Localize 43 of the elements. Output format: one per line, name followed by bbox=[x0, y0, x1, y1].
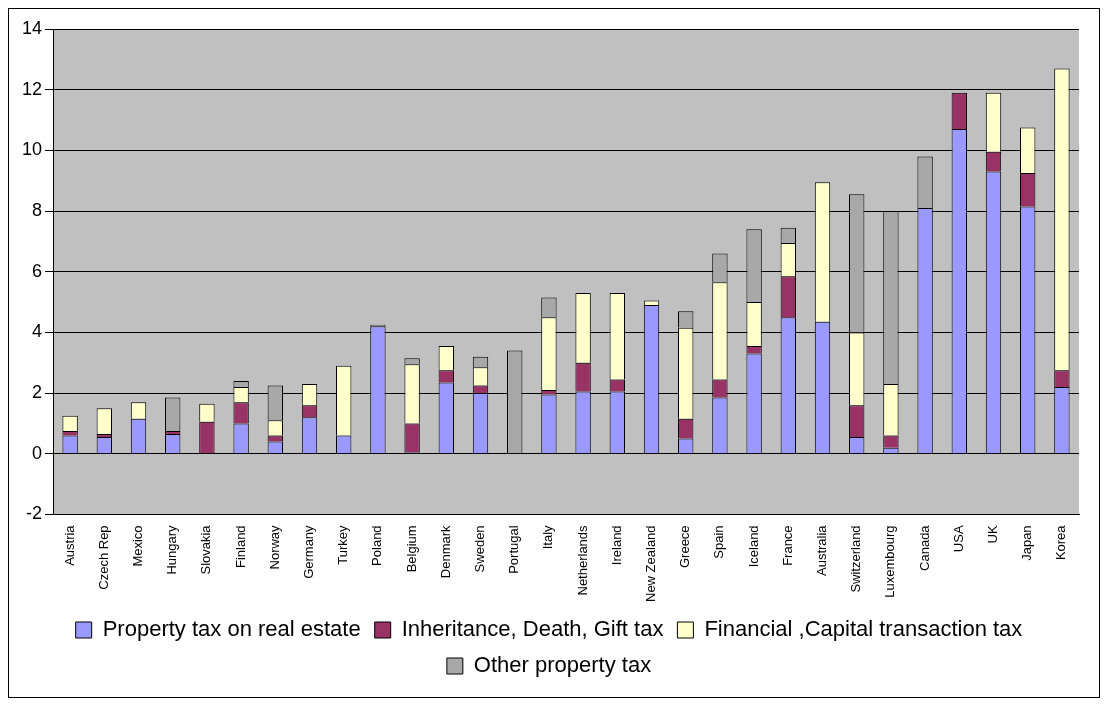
y-tick-label: 6 bbox=[32, 260, 43, 281]
x-tick-label: Hungary bbox=[164, 524, 180, 575]
y-tick-label: 0 bbox=[32, 442, 43, 463]
x-tick-label: Portugal bbox=[506, 525, 522, 574]
x-tick-label: Germany bbox=[301, 524, 317, 579]
x-tick-label: Finland bbox=[232, 525, 248, 569]
x-tick-label: Luxembourg bbox=[882, 525, 898, 598]
x-tick-label: Korea bbox=[1053, 524, 1069, 561]
y-tick-label: 8 bbox=[32, 199, 43, 220]
x-tick-label: UK bbox=[985, 525, 1001, 544]
x-tick-label: New Zealand bbox=[643, 525, 659, 603]
x-tick-label: Austria bbox=[61, 524, 77, 566]
x-tick-label: France bbox=[779, 525, 795, 566]
x-tick-label: Greece bbox=[677, 525, 693, 569]
legend-label: Other property tax bbox=[473, 652, 652, 678]
x-tick-label: Poland bbox=[369, 525, 385, 566]
x-tick-label: Slovakia bbox=[198, 524, 214, 575]
x-tick-label: Mexico bbox=[130, 525, 146, 567]
x-tick-label: Turkey bbox=[335, 524, 351, 565]
x-tick-label: Australia bbox=[814, 524, 830, 576]
y-tick-label: 14 bbox=[21, 17, 43, 38]
y-tick-label: 12 bbox=[21, 78, 43, 99]
x-tick-label: Norway bbox=[266, 524, 282, 570]
x-tick-label: Ireland bbox=[608, 525, 624, 566]
x-tick-label: Denmark bbox=[437, 524, 453, 579]
y-tick-label: 10 bbox=[21, 139, 43, 160]
x-tick-label: Netherlands bbox=[574, 524, 590, 596]
x-tick-label: Czech Rep bbox=[95, 525, 111, 590]
x-tick-label: Japan bbox=[1019, 525, 1035, 561]
y-tick-label: -2 bbox=[26, 503, 43, 524]
legend-label: Financial ,Capital transaction tax bbox=[704, 616, 1023, 642]
x-tick-label: Iceland bbox=[745, 525, 761, 568]
legend-label: Inheritance, Death, Gift tax bbox=[401, 616, 664, 642]
y-tick-label: 4 bbox=[32, 321, 43, 342]
y-tick-label: 2 bbox=[32, 382, 43, 403]
legend-label: Property tax on real estate bbox=[102, 616, 361, 642]
x-tick-label: Sweden bbox=[472, 525, 488, 573]
x-tick-label: Switzerland bbox=[848, 525, 864, 593]
x-tick-label: USA bbox=[950, 525, 966, 553]
x-tick-label: Canada bbox=[916, 524, 932, 571]
x-tick-label: Belgium bbox=[403, 525, 419, 573]
x-tick-label: Italy bbox=[540, 524, 556, 550]
x-tick-label: Spain bbox=[711, 525, 727, 559]
